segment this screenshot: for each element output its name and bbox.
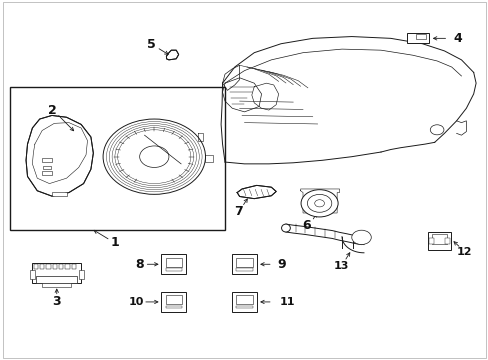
Text: 6: 6 xyxy=(302,219,310,232)
Circle shape xyxy=(351,230,370,244)
Bar xyxy=(65,265,70,269)
Bar xyxy=(236,306,252,309)
Text: 8: 8 xyxy=(135,258,143,271)
Circle shape xyxy=(301,190,337,217)
Bar xyxy=(32,264,81,283)
Bar xyxy=(34,265,38,269)
Bar xyxy=(52,192,66,197)
Bar xyxy=(165,269,182,271)
Polygon shape xyxy=(237,185,276,199)
Bar xyxy=(445,238,449,244)
Bar xyxy=(53,265,57,269)
Bar xyxy=(427,232,450,249)
Text: 7: 7 xyxy=(233,205,242,218)
Circle shape xyxy=(429,125,443,135)
Bar xyxy=(42,166,51,169)
Bar xyxy=(165,295,182,304)
Bar xyxy=(42,171,52,175)
Bar xyxy=(10,87,224,230)
Bar xyxy=(161,255,186,274)
Bar xyxy=(41,158,52,162)
Circle shape xyxy=(140,146,168,167)
Bar xyxy=(231,255,257,274)
Bar xyxy=(30,270,35,279)
Text: 10: 10 xyxy=(128,297,143,307)
Text: 5: 5 xyxy=(147,38,156,51)
Text: 4: 4 xyxy=(452,32,461,45)
Bar xyxy=(415,34,426,40)
Bar xyxy=(428,238,433,244)
Circle shape xyxy=(314,200,324,207)
Circle shape xyxy=(307,194,331,212)
Bar xyxy=(165,258,182,266)
Text: 12: 12 xyxy=(456,247,472,257)
Bar xyxy=(59,265,63,269)
Bar xyxy=(431,234,446,244)
Text: 9: 9 xyxy=(277,258,285,271)
Bar xyxy=(406,33,427,43)
Text: 3: 3 xyxy=(52,295,61,308)
Bar xyxy=(42,283,71,287)
Bar xyxy=(79,270,83,279)
Bar xyxy=(36,276,77,283)
Bar xyxy=(46,265,51,269)
Polygon shape xyxy=(166,50,178,60)
Polygon shape xyxy=(26,116,93,196)
Bar xyxy=(40,265,44,269)
Text: 1: 1 xyxy=(111,236,120,249)
Circle shape xyxy=(103,119,205,194)
Text: 2: 2 xyxy=(47,104,56,117)
Text: 11: 11 xyxy=(280,297,295,307)
Bar xyxy=(236,258,252,266)
Ellipse shape xyxy=(281,224,290,232)
Bar xyxy=(231,292,257,312)
Bar xyxy=(165,306,182,309)
Bar xyxy=(236,295,252,304)
Bar xyxy=(236,269,252,271)
Bar xyxy=(161,292,186,312)
Bar xyxy=(72,265,76,269)
Text: 13: 13 xyxy=(333,261,348,271)
